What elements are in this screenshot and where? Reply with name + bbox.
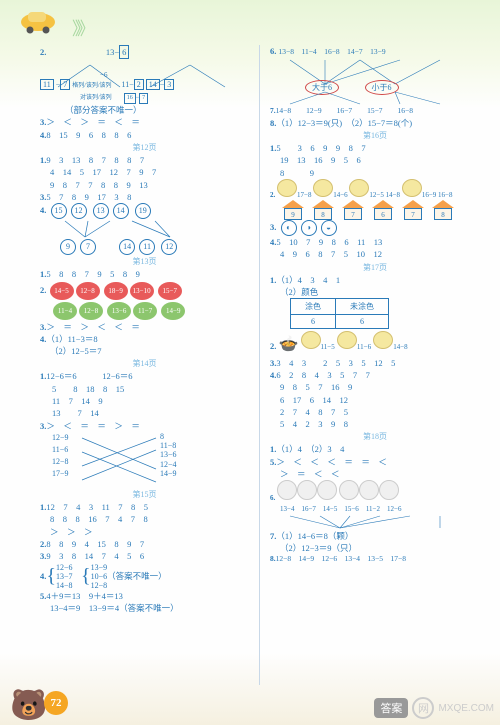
r-q6: 6. 13−8 11−4 16−8 14−7 13−9 (270, 45, 480, 58)
p12-q1b: 4 14 5 17 12 7 9 7 (50, 166, 249, 178)
p18-q8: 8.12−8 14−9 12−6 13−4 13−5 17−8 (270, 554, 480, 565)
p18-q6: 6. (270, 480, 480, 503)
column-divider (259, 45, 260, 685)
p12-q3: 3.5 7 8 9 17 3 8 (40, 191, 249, 203)
p18-q5: 5.＞ ＜ ＜ ＜ ＝ ＝ ＜ (270, 456, 480, 468)
page-number: 72 (44, 691, 68, 715)
p15-q2: 2.8 8 9 4 15 8 9 7 (40, 538, 249, 550)
p16-q4b: 4 9 6 8 7 5 10 12 (280, 248, 480, 260)
q2-label2: 对该列/该列 16−7 (80, 93, 249, 104)
p16-q2: 2. 17−8 14−6 12−5 14−8 16−9 16−8 (270, 179, 480, 200)
r-q7: 7.14−8 12−9 16−7 15−7 16−8 (270, 106, 480, 117)
p13-q2: 2. 14−512−8 18−913−10 15−7 (40, 281, 249, 301)
q2: 2. 13−6 (40, 45, 249, 59)
p15-q3: 3.9 3 8 14 7 4 5 6 (40, 550, 249, 562)
p18-q7: 7.（1）14−6＝8（颗） (270, 530, 480, 542)
q2-note: （部分答案不唯一） (65, 104, 249, 116)
p17-q4c: 6 17 6 14 12 (280, 394, 480, 406)
title-14: 第14页 (40, 358, 249, 369)
title-16: 第16页 (270, 130, 480, 141)
p17-q3: 3.3 4 3 2 5 3 5 12 5 (270, 357, 480, 369)
p15-q1c: ＞ ＞ ＞ (50, 526, 249, 538)
p12-q1c: 9 8 7 7 8 8 9 13 (50, 179, 249, 191)
p14-q1: 1.12−6＝6 12−6＝6 (40, 370, 249, 382)
p17-q4e: 5 4 2 3 9 8 (280, 418, 480, 430)
color-table: 涂色未涂色 66 (290, 298, 389, 329)
p16-q1b: 19 13 16 9 5 6 (280, 154, 480, 166)
svg-text:−6: −6 (100, 71, 108, 79)
p16-q4: 4.5 10 7 9 8 6 11 13 (270, 236, 480, 248)
p13-q4b: （2）12−5＝7 (50, 345, 249, 357)
title-13: 第13页 (40, 256, 249, 267)
p15-q5b: 13−4＝9 13−9＝4（答案不唯一） (50, 602, 249, 614)
p17-q2: 2. 🍲 11−5 11−6 14−8 (270, 331, 480, 356)
p12-q4: 4. 1512 1314 19 (40, 203, 249, 219)
p16-q1c: 8 9 (280, 167, 480, 179)
p14-q1d: 11 7 14 9 (52, 395, 249, 407)
p17-q1: 1.（1）4 3 4 1 (270, 274, 480, 286)
p15-q5: 5.4＋9＝13 9＋4＝13 (40, 590, 249, 602)
title-15: 第15页 (40, 489, 249, 500)
p15-q4: 4. { 12−613−714−8 { 13−910−612−8 （答案不唯一） (40, 563, 249, 591)
p17-q1b: （2）颜色 (280, 286, 480, 298)
p15-q1b: 8 8 8 16 7 4 7 8 (50, 513, 249, 525)
q4: 4.8 15 9 6 8 8 6 (40, 129, 249, 141)
p17-q4d: 2 7 4 8 7 5 (280, 406, 480, 418)
p14-q1c: 5 8 18 8 15 (52, 383, 249, 395)
car-icon (18, 8, 58, 34)
q3: 3.＞ ＜ ＞ ＝ ＜ ＝ (40, 116, 249, 128)
r-q8: 8.（1）12−3＝9(只) （2）15−7＝8(个) (270, 117, 480, 129)
p18-q5b: ＞ ＝ ＜ ＜ (280, 468, 480, 480)
title-12: 第12页 (40, 142, 249, 153)
arrows-decor: 》》 (72, 15, 91, 41)
p12-q1: 1.9 3 13 8 7 8 8 7 (40, 154, 249, 166)
watermark: 答案 网 MXQE.COM (374, 697, 494, 719)
title-17: 第17页 (270, 262, 480, 273)
p13-q4a: 4.（1）11−3＝8 (40, 333, 249, 345)
p15-q1: 1.12 7 4 3 11 7 8 5 (40, 501, 249, 513)
p13-q3: 3.＞ ＝ ＞ ＜ ＜ ＝ (40, 321, 249, 333)
p14-q3: 3.＞ ＜ ＝ ＝ ＞ ＝ (40, 420, 249, 432)
p17-q4: 4.6 2 8 4 3 5 7 7 (270, 369, 480, 381)
p16-q3: 3. ◐◑◒ (270, 220, 480, 236)
right-column: 6. 13−8 11−4 16−8 14−7 13−9 大于6 小于6 7.14… (270, 45, 480, 685)
title-18: 第18页 (270, 431, 480, 442)
p14-q1e: 13 7 14 (52, 407, 249, 419)
bear-icon: 🐻 (10, 688, 47, 723)
p18-q1: 1.（1）4 （2）3 4 (270, 443, 480, 455)
p16-q1: 1.5 3 6 9 9 8 7 (270, 142, 480, 154)
p17-q4b: 9 8 5 7 16 9 (280, 381, 480, 393)
p13-q1: 1.5 8 8 7 9 5 8 9 (40, 268, 249, 280)
p18-q7b: （2）12−3＝9（只） (280, 542, 480, 554)
left-column: 2. 13−6 −6 11 −7 格列/该列/该列 11−2 14−3 对该列/… (40, 45, 249, 685)
